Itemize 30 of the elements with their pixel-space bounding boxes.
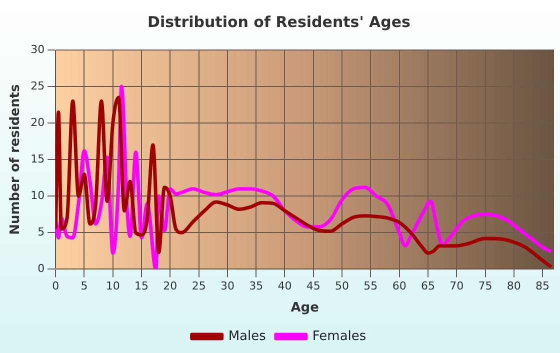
x-tick-label: 35 (249, 280, 264, 293)
x-tick-label: 55 (364, 280, 378, 293)
x-tick-label: 10 (106, 280, 120, 293)
x-tick-label: 70 (450, 280, 464, 293)
x-tick-label: 80 (506, 280, 521, 293)
x-tick-label: 25 (192, 280, 206, 293)
y-tick-label: 30 (30, 42, 45, 56)
x-tick-label: 45 (306, 280, 320, 293)
x-tick-label: 60 (392, 280, 406, 293)
x-tick-label: 5 (80, 280, 88, 293)
x-tick-label: 30 (220, 280, 234, 293)
x-tick-label: 50 (335, 280, 350, 293)
y-tick-label: 0 (38, 262, 45, 276)
legend-label: Females (312, 328, 366, 344)
chart-title: Distribution of Residents' Ages (148, 12, 411, 31)
x-tick-label: 40 (278, 280, 292, 293)
x-axis-title: Age (290, 300, 320, 316)
legend-label: Males (228, 328, 266, 344)
y-tick-label: 15 (30, 152, 45, 166)
x-tick-label: 65 (420, 280, 435, 293)
y-tick-label: 10 (30, 188, 45, 202)
y-tick-label: 20 (30, 116, 45, 129)
x-tick-label: 85 (536, 280, 550, 293)
x-tick-label: 0 (52, 280, 60, 293)
x-tick-label: 15 (134, 280, 149, 293)
x-tick-label: 75 (478, 280, 492, 293)
y-tick-label: 25 (30, 79, 45, 92)
y-tick-label: 5 (38, 226, 45, 239)
y-axis-title: Number of residents (8, 84, 24, 235)
x-tick-label: 20 (163, 280, 178, 293)
